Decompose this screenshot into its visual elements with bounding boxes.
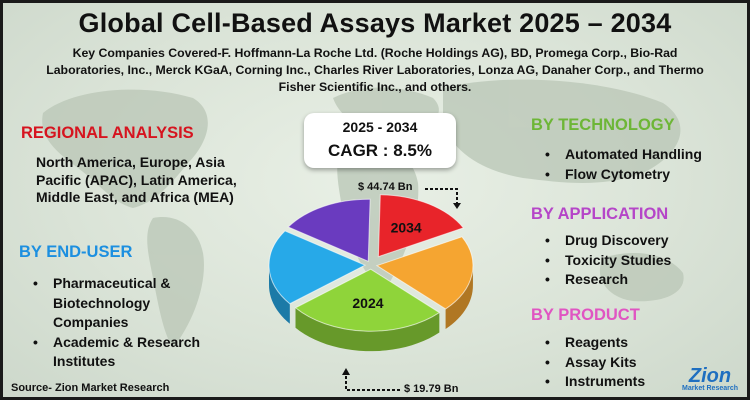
list-item: Flow Cytometry [539,165,739,185]
source-note: Source- Zion Market Research [11,382,170,394]
annotation-2024-arrow [342,368,401,391]
cagr-box: 2025 - 2034 CAGR : 8.5% [304,113,456,168]
technology-heading: BY TECHNOLOGY [531,116,675,134]
pie-slice [377,194,465,258]
key-companies-text: Key Companies Covered-F. Hoffmann-La Roc… [46,46,704,94]
technology-list: Automated Handling Flow Cytometry [539,145,739,184]
list-item: Instruments [539,372,739,392]
logo-wordmark: Zion [688,365,732,387]
list-item: Reagents [539,333,739,353]
product-heading: BY PRODUCT [531,306,640,324]
application-heading: BY APPLICATION [531,205,669,223]
list-item: Toxicity Studies [539,251,739,271]
logo-subtext: Market Research [681,385,739,392]
pie-slice [287,198,371,263]
zion-logo: Zion Market Research [679,365,741,392]
pie-slice-label: 2034 [391,220,422,236]
list-item: Research [539,270,739,290]
pie-slice-label: 2024 [352,295,383,311]
annotation-2034-arrow [425,188,461,209]
cagr-years: 2025 - 2034 [342,119,418,135]
regional-analysis-text: North America, Europe, Asia Pacific (APA… [36,154,237,205]
main-title: Global Cell-Based Assays Market 2025 – 2… [78,8,672,38]
pie-slice [294,268,441,332]
list-item: Pharmaceutical & Biotechnology Companies [27,274,217,333]
end-user-heading: BY END-USER [19,243,133,261]
end-user-list: Pharmaceutical & Biotechnology Companies… [27,274,217,372]
list-item: Assay Kits [539,353,739,373]
pie-slice-side [445,264,473,329]
annotation-2024-value: $ 19.79 Bn [404,383,459,395]
list-item: Academic & Research Institutes [27,333,217,372]
market-pie-chart: 2034 2024 [268,194,474,352]
application-list: Drug Discovery Toxicity Studies Research [539,231,739,290]
list-item: Drug Discovery [539,231,739,251]
annotation-2034-value: $ 44.74 Bn [358,181,413,193]
pie-slice [268,230,367,305]
product-list: Reagents Assay Kits Instruments [539,333,739,392]
pie-slice [375,236,474,310]
cagr-value: CAGR : 8.5% [328,141,432,160]
list-item: Automated Handling [539,145,739,165]
regional-analysis-heading: REGIONAL ANALYSIS [21,124,194,142]
pie-slice-side [295,307,440,352]
